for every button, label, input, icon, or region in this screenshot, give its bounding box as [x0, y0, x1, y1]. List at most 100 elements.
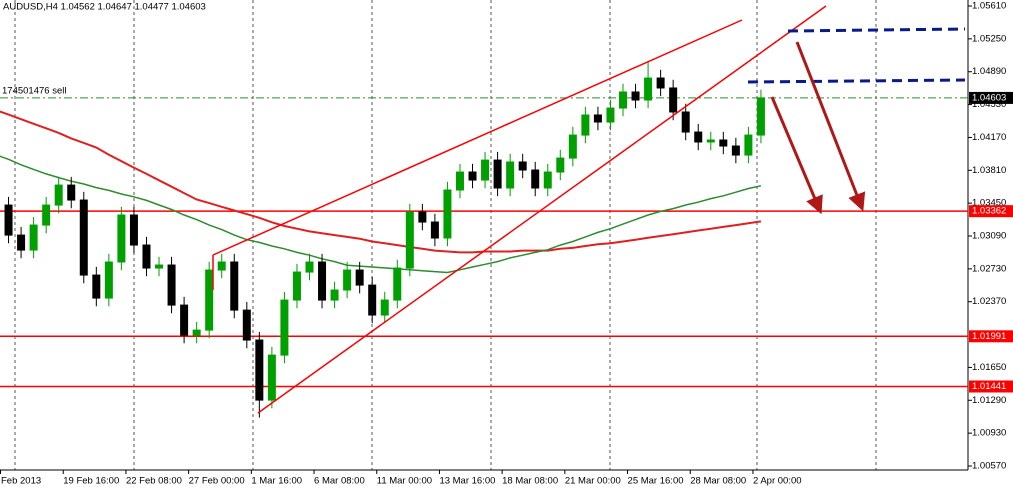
candle-body — [694, 131, 703, 143]
level-label: 1.03362 — [972, 206, 1006, 217]
x-tick-label: 25 Mar 16:00 — [628, 476, 684, 487]
candle-body — [142, 244, 151, 269]
candle-body — [481, 159, 490, 181]
x-tick-label: 27 Feb 00:00 — [189, 476, 245, 487]
candle-body — [217, 261, 226, 271]
y-tick-label: 1.04530 — [972, 99, 1006, 110]
candle-body — [593, 114, 602, 123]
x-tick-label: 28 Mar 08:00 — [690, 476, 746, 487]
candle-body — [543, 171, 552, 189]
x-tick-label: 13 Mar 16:00 — [439, 476, 495, 487]
x-tick-label: 6 Mar 08:00 — [314, 476, 365, 487]
arrow — [770, 96, 823, 215]
candle-body — [104, 261, 113, 299]
arrow — [795, 41, 866, 212]
candle-body — [330, 289, 339, 301]
y-tick-label: 1.02370 — [972, 296, 1006, 307]
candle-body — [29, 224, 38, 251]
projection-arrows — [770, 41, 866, 215]
candle-body — [167, 264, 176, 306]
candle-body — [380, 299, 389, 316]
x-tick-label: 2 Apr 00:00 — [753, 476, 802, 487]
candle-body — [556, 157, 565, 173]
candle-body — [719, 139, 728, 147]
level-label: 1.01441 — [972, 381, 1006, 392]
candle-body — [744, 134, 753, 156]
plot-area: 174501476 sell — [0, 61, 968, 418]
candle-body — [155, 264, 164, 269]
moving-average — [0, 155, 762, 274]
candle-body — [493, 159, 502, 189]
candle-body — [669, 87, 678, 113]
last-price-label: 1.04603 — [972, 92, 1006, 103]
candle-body — [292, 271, 301, 301]
x-tick-label: 21 Mar 00:00 — [565, 476, 621, 487]
candle-body — [656, 77, 665, 89]
x-tick-label: 1 Mar 16:00 — [251, 476, 302, 487]
candle-body — [531, 169, 540, 189]
candle-body — [355, 269, 364, 286]
trendline — [257, 5, 827, 414]
candle-body — [368, 284, 377, 316]
candle-body — [568, 134, 577, 159]
candle-body — [267, 354, 276, 401]
y-tick-label: 1.05610 — [972, 1, 1006, 12]
y-tick-label: 1.01290 — [972, 395, 1006, 406]
target-line — [747, 78, 966, 84]
candle-body — [280, 299, 289, 356]
target-line — [787, 27, 966, 33]
x-tick-label: 22 Feb 08:00 — [126, 476, 182, 487]
candle-body — [468, 171, 477, 181]
y-tick-label: 1.04170 — [972, 132, 1006, 143]
x-tick-label: 19 Feb 16:00 — [63, 476, 119, 487]
candle-body — [54, 184, 63, 206]
candle-body — [17, 234, 26, 251]
candle-body — [92, 274, 101, 299]
y-tick-label: 1.00930 — [972, 428, 1006, 439]
candle-body — [255, 339, 264, 401]
candle-body — [205, 269, 214, 331]
level-label-box — [969, 380, 1013, 393]
moving-average — [0, 110, 762, 254]
candle-body — [67, 184, 76, 201]
candle-body — [443, 189, 452, 239]
candle-body — [430, 221, 439, 239]
last-price-box — [969, 91, 1013, 104]
y-tick-label: 1.03810 — [972, 165, 1006, 176]
candle-body — [506, 161, 515, 189]
candle-body — [606, 107, 615, 123]
x-tick-label: Feb 2013 — [1, 476, 41, 487]
candle-body — [192, 329, 201, 336]
candle-body — [180, 304, 189, 336]
y-tick-label: 1.04890 — [972, 66, 1006, 77]
candle-body — [418, 211, 427, 223]
y-tick-label: 1.00570 — [972, 461, 1006, 472]
candle-body — [631, 91, 640, 101]
trendline — [212, 19, 743, 256]
x-tick-label: 18 Mar 08:00 — [502, 476, 558, 487]
candle-body — [42, 204, 51, 226]
level-label-box — [969, 205, 1013, 218]
x-tick-label: 11 Mar 00:00 — [377, 476, 432, 487]
candle-body — [756, 97, 765, 136]
candle-body — [455, 171, 464, 191]
level-label: 1.01991 — [972, 331, 1006, 342]
candle-body — [343, 269, 352, 291]
level-label-box — [969, 330, 1013, 343]
candle-body — [117, 214, 126, 263]
candle-body — [305, 261, 314, 273]
y-tick-label: 1.01650 — [972, 362, 1006, 373]
candle-body — [644, 77, 653, 101]
trendlines — [212, 5, 827, 414]
chart-title: AUDUSD,H4 1.04562 1.04647 1.04477 1.0460… — [3, 2, 206, 13]
candle-body — [681, 111, 690, 133]
candle-body — [318, 261, 327, 301]
candle-body — [230, 261, 239, 311]
candle-body — [242, 309, 251, 341]
candle-body — [393, 267, 402, 301]
target-lines — [747, 27, 966, 84]
candle-body — [129, 214, 138, 246]
